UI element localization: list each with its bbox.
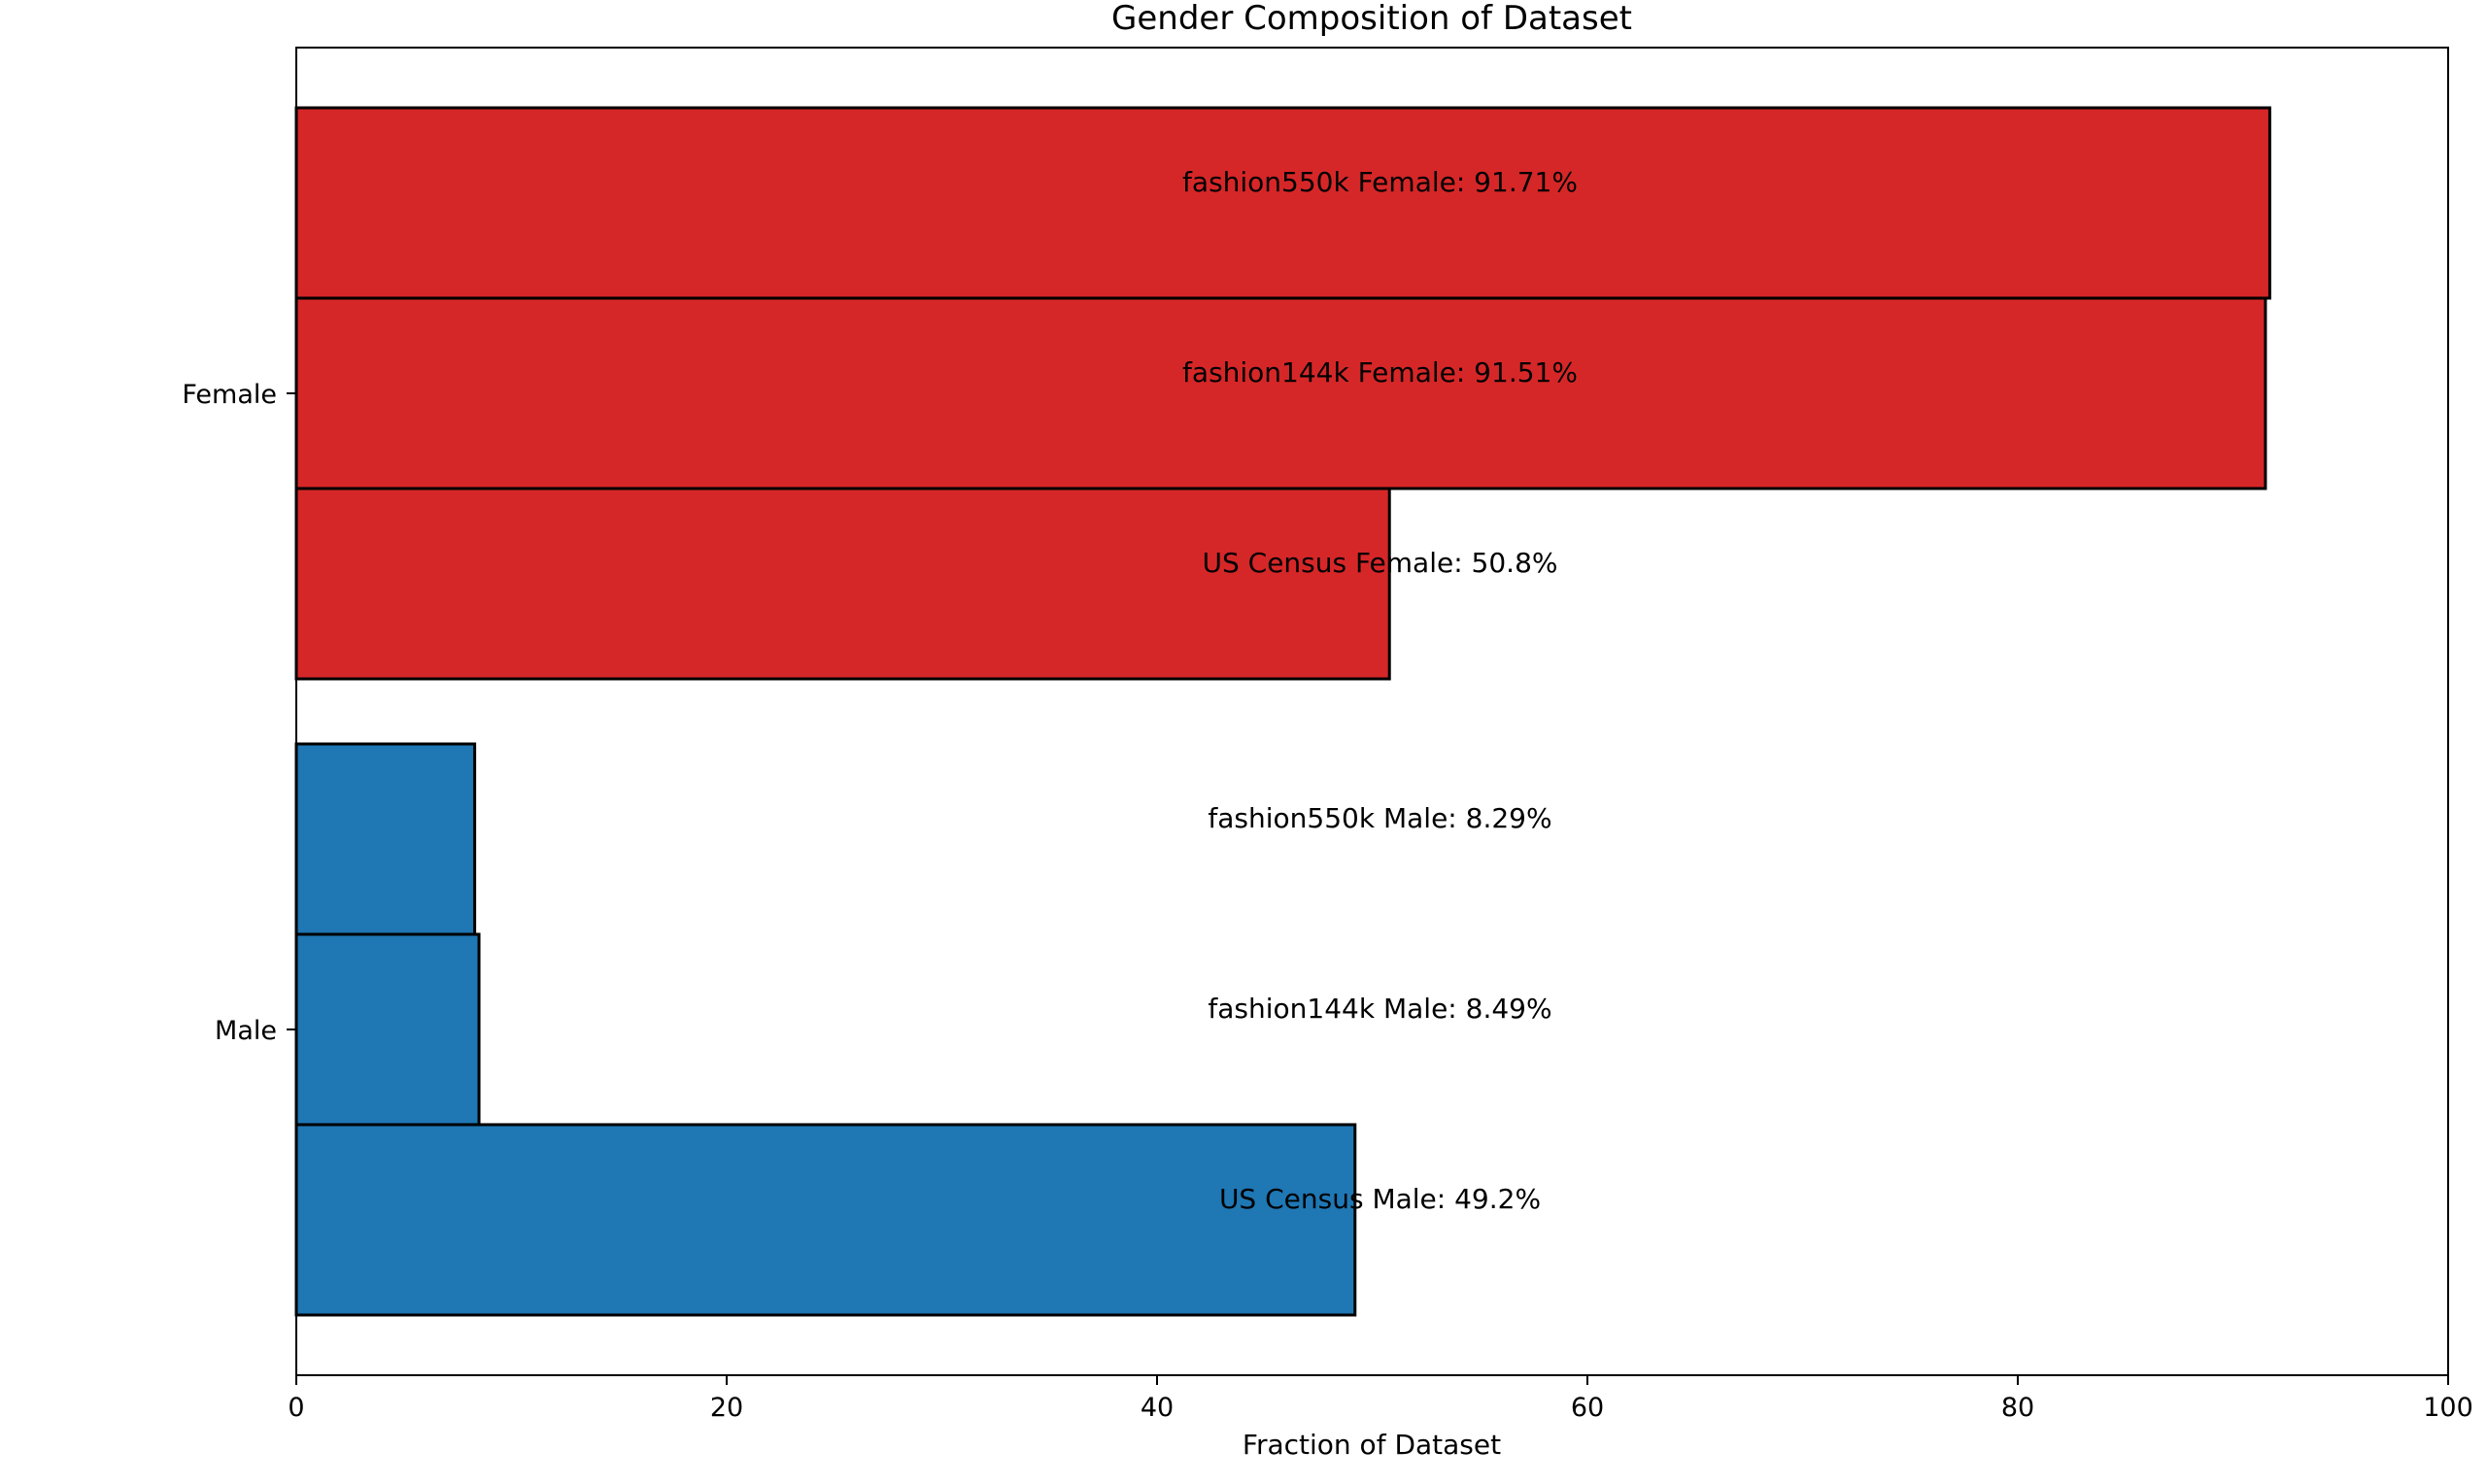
plot-frame [295, 47, 2449, 1376]
y-tick-label-female: Female [182, 380, 277, 410]
bar-male-us-census [294, 1123, 1357, 1317]
x-axis-ticks: 0 20 40 60 80 100 [288, 1375, 2473, 1423]
bar-label: US Census Male: 49.2% [1219, 1183, 1541, 1215]
bar-label: fashion550k Female: 91.71% [1182, 166, 1578, 198]
bars-layer [294, 106, 2271, 1317]
x-tick-label: 40 [1141, 1393, 1174, 1423]
bar-label: fashion144k Male: 8.49% [1208, 993, 1551, 1025]
bar-female-fashion144k [294, 296, 2267, 490]
x-tick-label: 0 [288, 1393, 304, 1423]
x-tick-label: 80 [2001, 1393, 2034, 1423]
bar-male-fashion550k [294, 742, 477, 936]
y-axis-ticks: Female Male [182, 380, 296, 1046]
bar-label: fashion144k Female: 91.51% [1182, 356, 1578, 388]
bar-labels-layer: fashion550k Female: 91.71% fashion144k Fe… [1182, 166, 1578, 1215]
y-tick-label-male: Male [215, 1016, 277, 1046]
x-tick-label: 20 [710, 1393, 743, 1423]
bar-female-us-census [294, 487, 1391, 681]
x-tick-label: 100 [2423, 1393, 2473, 1423]
bar-label: fashion550k Male: 8.29% [1208, 802, 1551, 834]
bar-female-fashion550k [294, 106, 2271, 300]
bar-label: US Census Female: 50.8% [1202, 547, 1557, 579]
bar-male-fashion144k [294, 932, 481, 1127]
x-axis-label: Fraction of Dataset [1243, 1429, 1501, 1461]
x-tick-label: 60 [1571, 1393, 1604, 1423]
chart-title: Gender Composition of Dataset [1111, 0, 1632, 38]
